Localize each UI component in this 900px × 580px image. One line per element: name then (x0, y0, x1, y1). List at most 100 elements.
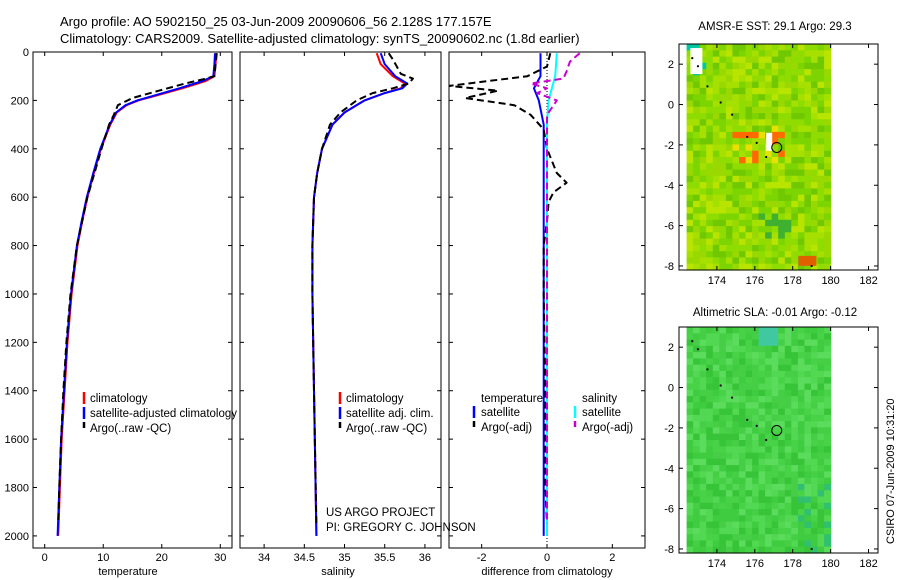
heatmap-cell (765, 200, 773, 208)
heatmap-cell (745, 238, 753, 246)
heatmap-cell (824, 257, 832, 265)
heatmap-cell (725, 207, 733, 215)
heatmap-cell (732, 125, 740, 133)
heatmap-cell (758, 540, 766, 548)
y-tick-label: 0 (23, 47, 29, 59)
heatmap-cell (804, 94, 812, 102)
heatmap-cell (784, 527, 792, 535)
heatmap-cell (804, 446, 812, 454)
heatmap-cell (693, 175, 701, 183)
heatmap-cell (791, 496, 799, 504)
heatmap-cell (804, 62, 812, 70)
heatmap-cell (706, 238, 714, 246)
heatmap-cell (712, 452, 720, 460)
heatmap-cell (706, 81, 714, 89)
heatmap-cell (725, 94, 733, 102)
heatmap-cell (693, 483, 701, 491)
heatmap-cell (811, 144, 819, 152)
heatmap-cell (758, 257, 766, 265)
heatmap-cell (725, 182, 733, 189)
heatmap-cell (817, 56, 825, 64)
heatmap-cell (758, 188, 766, 196)
heatmap-cell (752, 194, 760, 202)
temperature-series (56, 53, 218, 536)
heatmap-cell (706, 87, 714, 95)
heatmap-cell (797, 458, 805, 466)
heatmap-cell (778, 207, 786, 215)
heatmap-cell (686, 477, 694, 485)
heatmap-cell (732, 377, 740, 385)
heatmap-cell (817, 364, 825, 372)
heatmap-cell (686, 200, 694, 208)
heatmap-cell (771, 251, 779, 259)
heatmap-cell (732, 427, 740, 435)
heatmap-cell (745, 157, 753, 164)
heatmap-cell (739, 458, 747, 466)
x-tick-label: 174 (708, 275, 726, 287)
heatmap-cell (784, 402, 792, 410)
heatmap-cell (771, 364, 779, 372)
heatmap-cell (804, 509, 812, 516)
heatmap-cell (725, 383, 733, 391)
heatmap-cell (765, 194, 773, 202)
heatmap-cell (784, 540, 792, 548)
heatmap-cell (712, 477, 720, 485)
island-dot (696, 348, 700, 351)
heatmap-cell (725, 352, 733, 359)
heatmap-cell (752, 69, 760, 76)
heatmap-cell (693, 527, 701, 535)
heatmap-cell (804, 138, 812, 146)
heatmap-cell (811, 150, 819, 158)
heatmap-cell (739, 226, 747, 233)
heatmap-cell (745, 327, 753, 334)
heatmap-cell (706, 69, 714, 76)
heatmap-cell (758, 377, 766, 385)
heatmap-cell (804, 106, 812, 114)
heatmap-cell (784, 389, 792, 397)
heatmap-cell (693, 370, 701, 378)
heatmap-cell (745, 75, 753, 83)
heatmap-cell (817, 358, 825, 366)
heatmap-cell (712, 125, 720, 133)
heatmap-cell (706, 540, 714, 548)
heatmap-cell (797, 358, 805, 366)
heatmap-cell (719, 169, 727, 177)
heatmap-cell (732, 490, 740, 498)
heatmap-cell (719, 440, 727, 447)
heatmap-cell (784, 458, 792, 466)
heatmap-cell (686, 433, 694, 441)
heatmap-cell (693, 471, 701, 479)
heatmap-cell (725, 219, 733, 227)
heatmap-cell (758, 352, 766, 359)
heatmap-cell (824, 396, 832, 403)
heatmap-cell (686, 527, 694, 535)
heatmap-cell (699, 251, 707, 259)
heatmap-cell (784, 534, 792, 542)
heatmap-cell (739, 364, 747, 372)
heatmap-cell (778, 213, 786, 221)
heatmap-cell (699, 527, 707, 535)
heatmap-cell (712, 427, 720, 435)
heatmap-cell (739, 100, 747, 108)
heatmap-cell (693, 490, 701, 498)
heatmap-cell (725, 194, 733, 202)
y-tick-label: -4 (664, 180, 674, 192)
heatmap-cell (797, 446, 805, 454)
heatmap-cell (686, 408, 694, 416)
heatmap-cell (739, 131, 747, 139)
heatmap-cell (797, 87, 805, 95)
series-line-climatology (311, 52, 406, 536)
heatmap-cell (745, 452, 753, 460)
heatmap-cell (693, 333, 701, 341)
heatmap-cell (791, 138, 799, 146)
heatmap-cell (765, 44, 773, 51)
heatmap-cell (797, 194, 805, 202)
heatmap-cell (706, 383, 714, 391)
heatmap-cell (778, 113, 786, 120)
heatmap-cell (811, 100, 819, 108)
heatmap-cell (817, 157, 825, 164)
heatmap-cell (811, 327, 819, 334)
heatmap-cell (817, 232, 825, 240)
